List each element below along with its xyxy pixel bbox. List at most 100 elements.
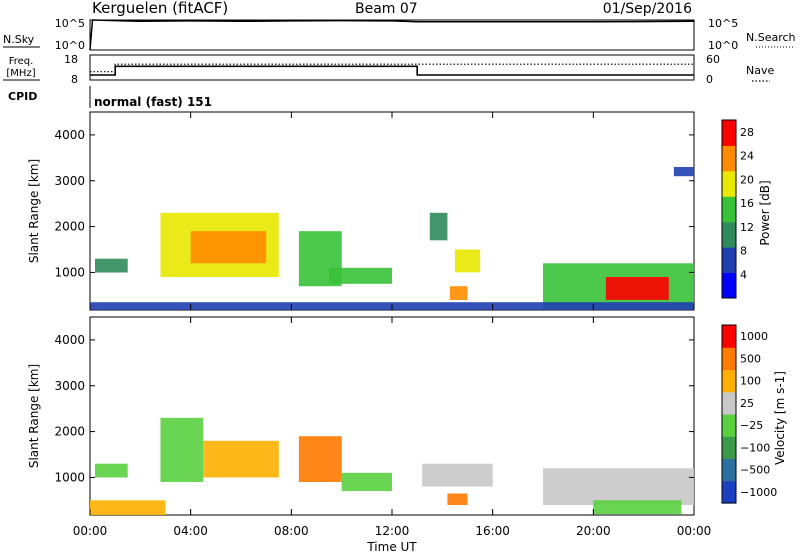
x-tick-label: 00:00 [73,524,108,538]
x-tick-label: 12:00 [375,524,410,538]
x-tick-label: 08:00 [274,524,309,538]
scatter-region [95,258,128,273]
colorbar-tick-label: −100 [740,441,770,454]
colorbar-segment [722,170,736,197]
scatter-region [673,167,694,177]
y-tick-label: 1000 [54,265,85,279]
freq-left-tick-bottom: 8 [71,73,78,86]
frequency-line [90,65,694,76]
scatter-region [329,267,392,284]
colorbar-segment [722,325,736,348]
date-title: 01/Sep/2016 [603,1,692,17]
scatter-region [341,472,392,492]
noise-left-tick-bottom: 10^0 [55,39,85,52]
velocity-colorbar-label: Velocity [m s-1] [773,371,787,465]
noise-sky-line [89,19,695,51]
x-tick-label: 20:00 [576,524,611,538]
colorbar-segment [722,347,736,371]
scatter-region [543,468,694,505]
x-axis-label: Time UT [366,540,417,554]
scatter-region [449,286,468,300]
noise-left-tick-top: 10^5 [55,17,85,30]
y-tick-label: 4000 [54,128,85,142]
colorbar-segment [722,414,736,437]
power-colorbar: 4 8 12 16 20 24 28 [721,119,754,299]
colorbar-segment [722,145,736,172]
freq-label-line2: [MHz] [6,68,35,79]
colorbar-tick-label: 28 [740,126,754,139]
velocity-panel: 1000 2000 3000 4000 Slant Range [km] 1000 50… [27,316,787,516]
x-tick-label: 00:00 [677,524,712,538]
y-tick-label: 2000 [54,220,85,234]
nave-line [90,63,694,73]
cpid-label: CPID [8,90,37,103]
colorbar-segment [722,120,736,146]
colorbar-tick-label: 25 [740,397,754,410]
beam-title: Beam 07 [355,1,418,17]
scatter-region [429,212,448,241]
power-y-axis-label: Slant Range [km] [27,159,41,263]
y-tick-label: 3000 [54,174,85,188]
colorbar-tick-label: 8 [740,245,747,258]
x-tick-label: 04:00 [173,524,208,538]
colorbar-tick-label: 100 [740,375,761,388]
freq-right-tick-bottom: 0 [706,73,713,86]
power-panel: 1000 2000 3000 4000 Slant Range [km] 4 8 12 16… [27,111,772,311]
colorbar-segment [722,391,736,415]
colorbar-tick-label: 4 [740,268,747,281]
scatter-region [454,249,481,273]
scatter-region [90,500,166,515]
colorbar-segment [722,369,736,393]
scatter-region [605,277,669,300]
noise-right-tick-bottom: 10^0 [708,39,738,52]
y-tick-label: 1000 [54,470,85,484]
colorbar-segment [722,458,736,482]
colorbar-tick-label: 500 [740,352,761,365]
scatter-region [593,500,682,515]
y-tick-label: 4000 [54,333,85,347]
scatter-region [160,417,204,482]
scatter-region [190,231,267,264]
power-y-ticks: 1000 2000 3000 4000 [54,128,694,279]
velocity-y-axis-label: Slant Range [km] [27,364,41,468]
colorbar-tick-label: −25 [740,419,763,432]
colorbar-tick-label: 20 [740,173,754,186]
frequency-panel-frame [89,54,695,81]
noise-right-tick-top: 10^5 [708,17,738,30]
scatter-region [203,440,279,478]
scatter-region [422,463,493,487]
colorbar-tick-label: 12 [740,221,754,234]
noise-panel: N.Sky 10^5 10^0 10^5 10^0 N.Search [3,17,796,52]
colorbar-segment [722,480,736,504]
colorbar-segment [722,221,736,248]
colorbar-segment [722,247,736,273]
colorbar-tick-label: 1000 [740,330,768,343]
station-title: Kerguelen (fitACF) [92,0,228,17]
colorbar-segment [722,272,736,299]
y-tick-label: 2000 [54,425,85,439]
freq-left-tick-top: 18 [64,53,78,66]
noise-right-label: N.Search [746,31,796,44]
velocity-y-ticks: 1000 2000 3000 4000 [54,333,694,484]
colorbar-segment [722,436,736,460]
noise-panel-frame [89,19,695,51]
scatter-region [447,493,468,505]
colorbar-tick-label: −500 [740,464,770,477]
frequency-panel: Freq. [MHz] 18 8 60 0 Nave [3,53,774,86]
colorbar-frame [721,324,737,504]
colorbar-segment [722,196,736,223]
colorbar-tick-label: −1000 [740,486,777,499]
velocity-colorbar: 1000 500 100 25 −25 −100 −500 −1000 [721,324,777,504]
scatter-region [95,463,128,478]
velocity-regions [90,417,694,515]
x-tick-label: 16:00 [475,524,510,538]
x-axis-ticks: 00:00 04:00 08:00 12:00 16:00 20:00 00:00 [73,112,712,538]
y-tick-label: 3000 [54,379,85,393]
freq-label-line1: Freq. [9,56,34,67]
nave-label: Nave [746,64,774,77]
colorbar-tick-label: 16 [740,197,754,210]
colorbar-frame [721,119,737,299]
colorbar-tick-label: 24 [740,150,754,163]
cpid-mode: normal (fast) 151 [94,95,212,109]
scatter-region [298,436,342,482]
